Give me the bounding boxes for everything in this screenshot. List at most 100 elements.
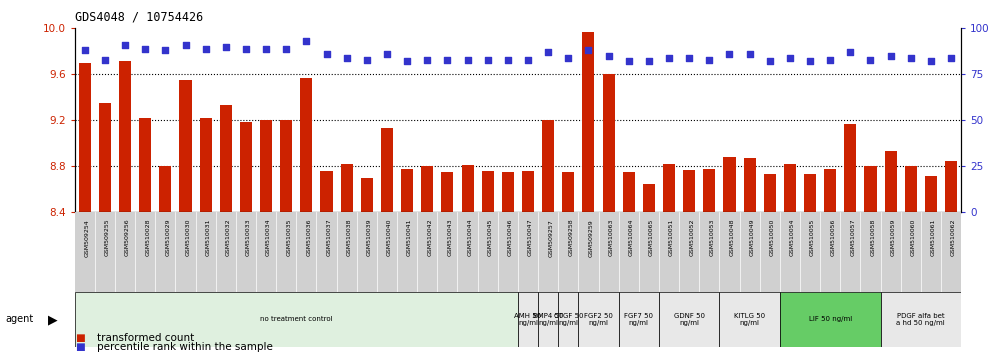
Point — [561, 55, 577, 61]
Text: GSM510053: GSM510053 — [709, 219, 714, 256]
Point — [640, 59, 656, 64]
Text: GSM510054: GSM510054 — [790, 219, 795, 256]
Text: CTGF 50
ng/ml: CTGF 50 ng/ml — [554, 313, 583, 326]
Bar — [79, 63, 91, 212]
Point — [843, 50, 859, 55]
Point — [500, 57, 516, 62]
Text: GSM510065: GSM510065 — [648, 219, 653, 256]
Bar — [719, 292, 780, 347]
Text: FGF2 50
ng/ml: FGF2 50 ng/ml — [584, 313, 613, 326]
Bar — [179, 80, 191, 212]
Text: GSM510043: GSM510043 — [447, 219, 452, 256]
Bar — [744, 158, 756, 212]
Text: GSM510051: GSM510051 — [669, 219, 674, 256]
Point — [823, 57, 839, 62]
Text: BMP4 50
ng/ml: BMP4 50 ng/ml — [533, 313, 564, 326]
Text: GSM509259: GSM509259 — [589, 219, 594, 257]
Text: GSM510057: GSM510057 — [851, 219, 856, 256]
Text: GDS4048 / 10754426: GDS4048 / 10754426 — [75, 11, 203, 24]
Point — [218, 44, 234, 50]
Text: GSM509255: GSM509255 — [105, 219, 110, 256]
Point — [177, 42, 193, 48]
Bar — [159, 166, 171, 212]
Bar — [945, 161, 957, 212]
Bar — [240, 121, 252, 212]
Point — [762, 59, 778, 64]
Text: GSM510049: GSM510049 — [750, 219, 755, 256]
Bar — [522, 171, 534, 212]
Point — [882, 53, 898, 59]
Point — [319, 51, 335, 57]
Text: GSM509258: GSM509258 — [569, 219, 574, 256]
Text: GSM509256: GSM509256 — [125, 219, 130, 256]
Bar — [663, 164, 675, 212]
Bar — [380, 129, 393, 212]
Text: GSM509257: GSM509257 — [548, 219, 553, 257]
Bar — [723, 157, 735, 212]
Text: GSM510045: GSM510045 — [488, 219, 493, 256]
Point — [923, 59, 939, 64]
Text: AMH 50
ng/ml: AMH 50 ng/ml — [514, 313, 542, 326]
Bar — [461, 165, 474, 212]
Bar — [845, 124, 857, 212]
Point — [782, 55, 798, 61]
Point — [721, 51, 737, 57]
Text: GSM510034: GSM510034 — [266, 219, 271, 256]
Bar — [865, 166, 876, 212]
Text: GSM510041: GSM510041 — [407, 219, 412, 256]
Bar — [619, 292, 659, 347]
Bar — [784, 164, 796, 212]
Point — [137, 46, 153, 51]
Point — [278, 46, 294, 51]
Text: GSM510059: GSM510059 — [890, 219, 895, 256]
Point — [581, 47, 597, 53]
Point — [681, 55, 697, 61]
Text: PDGF alfa bet
a hd 50 ng/ml: PDGF alfa bet a hd 50 ng/ml — [896, 313, 945, 326]
Point — [863, 57, 878, 62]
Bar — [75, 292, 518, 347]
Bar — [280, 120, 292, 212]
Bar — [558, 292, 579, 347]
Bar — [120, 61, 131, 212]
Text: GSM510046: GSM510046 — [508, 219, 513, 256]
Text: GSM510056: GSM510056 — [831, 219, 836, 256]
Bar — [260, 120, 272, 212]
Bar — [502, 172, 514, 212]
Bar — [904, 166, 916, 212]
Bar — [542, 120, 554, 212]
Point — [97, 57, 113, 62]
Bar — [703, 169, 715, 212]
Bar — [199, 118, 212, 212]
Text: agent: agent — [5, 314, 33, 325]
Bar — [341, 164, 353, 212]
Point — [197, 46, 213, 51]
Text: GSM510044: GSM510044 — [467, 219, 472, 256]
Bar — [683, 170, 695, 212]
Text: GSM510040: GSM510040 — [387, 219, 392, 256]
Point — [157, 47, 173, 53]
Point — [601, 53, 617, 59]
Bar — [301, 78, 313, 212]
Bar — [562, 172, 575, 212]
Point — [902, 55, 918, 61]
Bar — [804, 175, 816, 212]
Bar — [220, 105, 232, 212]
Text: GSM510062: GSM510062 — [951, 219, 956, 256]
Bar — [579, 292, 619, 347]
Point — [439, 57, 455, 62]
Point — [540, 50, 556, 55]
Text: GSM510037: GSM510037 — [327, 219, 332, 256]
Point — [399, 59, 415, 64]
Text: percentile rank within the sample: percentile rank within the sample — [97, 342, 273, 352]
Text: GSM510050: GSM510050 — [770, 219, 775, 256]
Bar — [538, 292, 558, 347]
Bar — [764, 175, 776, 212]
Point — [379, 51, 395, 57]
Text: transformed count: transformed count — [97, 333, 194, 343]
Text: GSM510029: GSM510029 — [165, 219, 170, 256]
Text: GSM510028: GSM510028 — [145, 219, 150, 256]
Text: GSM510063: GSM510063 — [609, 219, 614, 256]
Text: ■: ■ — [75, 333, 85, 343]
Text: GSM510042: GSM510042 — [427, 219, 432, 256]
Text: KITLG 50
ng/ml: KITLG 50 ng/ml — [734, 313, 765, 326]
